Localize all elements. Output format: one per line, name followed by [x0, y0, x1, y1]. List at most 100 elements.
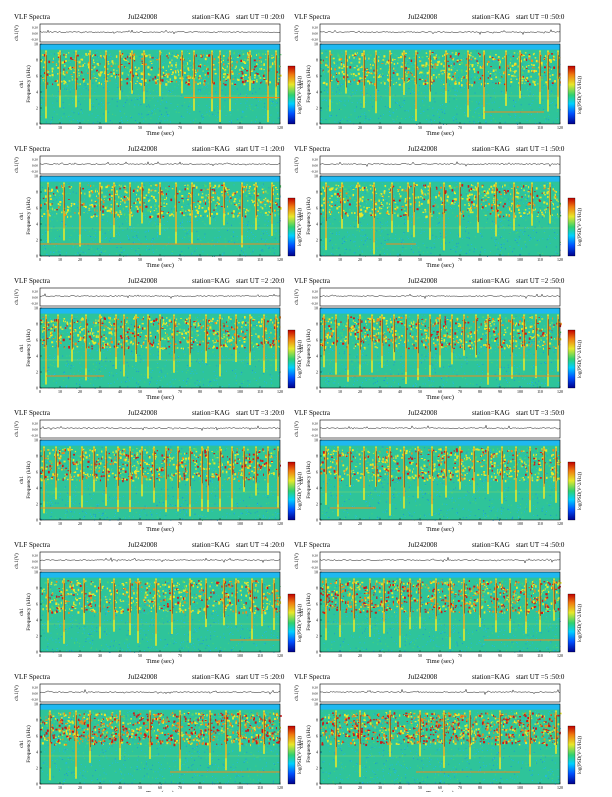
- emission-blob: [93, 65, 94, 66]
- noise-speck: [134, 237, 135, 238]
- noise-speck: [172, 53, 173, 54]
- emission-blob: [148, 55, 150, 56]
- noise-speck: [194, 208, 195, 209]
- chart-title: VLF Spectra: [14, 13, 51, 21]
- y-tick-label: 10: [314, 42, 318, 47]
- noise-speck: [101, 247, 102, 248]
- waveform-frame: [320, 156, 560, 174]
- noise-speck: [255, 92, 256, 93]
- x-axis-label: Time (sec): [426, 130, 454, 137]
- emission-blob: [343, 64, 344, 66]
- emission-blob: [69, 188, 71, 189]
- noise-speck: [143, 121, 144, 122]
- noise-speck: [454, 98, 455, 99]
- emission-blob: [258, 193, 260, 194]
- noise-speck: [196, 74, 197, 75]
- spectrogram-image: [40, 44, 282, 124]
- noise-speck: [217, 194, 218, 195]
- emission-blob: [71, 69, 72, 70]
- noise-speck: [195, 209, 196, 210]
- noise-speck: [424, 86, 425, 87]
- emission-blob: [227, 65, 228, 67]
- emission-blob: [102, 206, 104, 208]
- emission-blob: [490, 73, 492, 74]
- noise-speck: [263, 200, 264, 201]
- noise-speck: [126, 221, 127, 222]
- noise-speck: [90, 203, 91, 204]
- emission-blob: [107, 186, 108, 188]
- noise-speck: [129, 87, 130, 88]
- emission-blob: [502, 76, 503, 77]
- chart-start-time: start UT =1 :20:0: [236, 145, 285, 153]
- emission-blob: [541, 73, 543, 75]
- emission-blob: [396, 73, 398, 76]
- noise-speck: [215, 228, 216, 229]
- emission-blob: [263, 191, 264, 193]
- noise-speck: [106, 191, 107, 192]
- noise-speck: [402, 106, 403, 107]
- emission-blob: [265, 206, 266, 207]
- noise-speck: [198, 105, 199, 106]
- emission-blob: [401, 66, 403, 68]
- noise-speck: [171, 103, 172, 104]
- noise-speck: [395, 72, 396, 73]
- noise-speck: [413, 54, 414, 55]
- emission-blob: [249, 193, 251, 194]
- emission-blob: [275, 187, 277, 188]
- emission-blob: [82, 188, 84, 190]
- noise-speck: [243, 223, 244, 224]
- noise-speck: [110, 54, 111, 55]
- noise-speck: [396, 109, 397, 110]
- emission-blob: [88, 210, 90, 211]
- emission-blob: [58, 203, 60, 205]
- emission-blob: [455, 81, 456, 82]
- noise-speck: [195, 205, 196, 206]
- emission-blob: [457, 61, 459, 62]
- noise-speck: [470, 88, 471, 89]
- noise-speck: [145, 215, 146, 216]
- x-tick-label: 50: [138, 125, 142, 130]
- noise-speck: [95, 215, 96, 216]
- noise-speck: [531, 68, 532, 69]
- noise-speck: [259, 100, 260, 101]
- noise-speck: [413, 119, 414, 120]
- noise-speck: [168, 184, 169, 185]
- emission-blob: [535, 79, 537, 81]
- emission-blob: [479, 54, 481, 56]
- emission-blob: [343, 66, 345, 68]
- noise-speck: [141, 114, 142, 115]
- emission-blob: [138, 186, 140, 188]
- noise-speck: [243, 254, 244, 255]
- noise-speck: [265, 68, 266, 69]
- noise-speck: [145, 213, 146, 214]
- noise-speck: [441, 87, 442, 88]
- emission-blob: [533, 70, 535, 73]
- emission-blob: [60, 204, 61, 206]
- emission-blob: [354, 79, 356, 81]
- emission-blob: [239, 200, 240, 202]
- emission-blob: [105, 207, 107, 209]
- noise-speck: [336, 103, 337, 104]
- emission-blob: [257, 210, 259, 212]
- noise-speck: [528, 63, 529, 64]
- emission-blob: [80, 59, 82, 60]
- emission-blob: [108, 61, 109, 62]
- emission-blob: [514, 63, 516, 65]
- noise-speck: [557, 111, 558, 112]
- y-tick-label: 4: [316, 90, 318, 95]
- noise-speck: [337, 63, 338, 64]
- emission-blob: [372, 83, 373, 84]
- emission-blob: [553, 52, 554, 53]
- emission-blob: [383, 81, 385, 83]
- noise-speck: [105, 238, 106, 239]
- emission-blob: [206, 195, 207, 197]
- noise-speck: [425, 97, 426, 98]
- noise-speck: [247, 225, 248, 226]
- emission-blob: [138, 198, 140, 200]
- noise-speck: [128, 97, 129, 98]
- emission-blob: [274, 195, 276, 197]
- emission-blob: [42, 54, 44, 55]
- emission-blob: [177, 57, 178, 59]
- noise-speck: [456, 95, 457, 96]
- emission-blob: [252, 69, 253, 71]
